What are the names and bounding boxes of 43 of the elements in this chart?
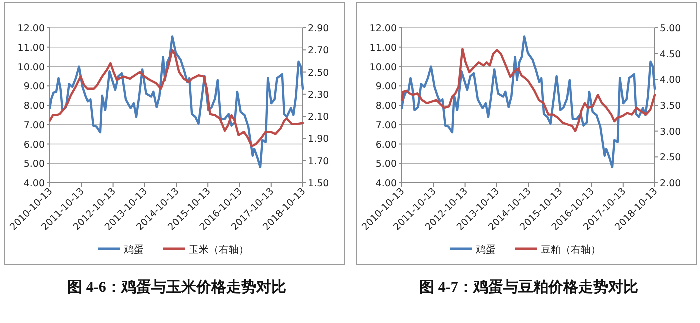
- y2-tick-label: 2.30: [308, 90, 330, 101]
- text: 图 4-6：鸡蛋与玉米价格走势对比: [68, 279, 286, 296]
- y2-tick-label: 4.50: [660, 49, 682, 60]
- line-series: [48, 36, 304, 169]
- y-tick-label: 4.00: [376, 178, 397, 190]
- y2-tick-label: 2.00: [660, 178, 682, 190]
- y-tick-label: 6.00: [24, 140, 45, 151]
- text: 图 4-7：鸡蛋与豆粕价格走势对比: [420, 279, 638, 296]
- y2-tick-label: 2.50: [660, 152, 682, 164]
- y2-tick-label: 2.50: [308, 68, 330, 79]
- y-tick-label: 11.00: [370, 42, 397, 54]
- y-tick-label: 7.00: [376, 120, 397, 132]
- y-tick-label: 5.00: [24, 159, 45, 170]
- y2-tick-label: 2.70: [308, 46, 330, 57]
- y-tick-label: 5.00: [376, 159, 397, 170]
- y2-tick-label: 5.00: [660, 24, 682, 34]
- legend-label: 豆粕（右轴）: [541, 244, 601, 256]
- y2-tick-label: 1.90: [308, 134, 330, 146]
- y2-tick-label: 1.50: [308, 178, 330, 190]
- y-tick-label: 9.00: [376, 82, 397, 93]
- y2-tick-label: 2.10: [308, 112, 330, 124]
- y-tick-label: 12.00: [370, 24, 397, 34]
- line-series: [48, 49, 304, 148]
- y-tick-label: 11.00: [18, 42, 45, 54]
- legend-label: 玉米（右轴）: [189, 244, 249, 256]
- y-tick-label: 7.00: [24, 120, 45, 132]
- y-tick-label: 8.00: [376, 101, 397, 112]
- y-tick-label: 4.00: [24, 178, 45, 190]
- legend-label: 鸡蛋: [123, 244, 144, 256]
- legend-label: 鸡蛋: [475, 244, 496, 256]
- y-tick-label: 6.00: [376, 140, 397, 151]
- y-tick-label: 10.00: [370, 62, 397, 74]
- y-tick-label: 9.00: [24, 82, 45, 93]
- line-series: [400, 48, 656, 132]
- line-series: [400, 36, 656, 169]
- y-tick-label: 8.00: [24, 101, 45, 112]
- y2-tick-label: 3.50: [660, 101, 682, 112]
- y-tick-label: 10.00: [18, 62, 45, 74]
- y2-tick-label: 3.00: [660, 126, 682, 138]
- y2-tick-label: 1.70: [308, 156, 330, 168]
- y2-tick-label: 4.00: [660, 75, 682, 86]
- y-tick-label: 12.00: [18, 24, 45, 34]
- y2-tick-label: 2.90: [308, 24, 330, 34]
